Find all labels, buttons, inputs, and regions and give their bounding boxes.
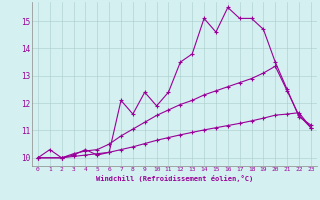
X-axis label: Windchill (Refroidissement éolien,°C): Windchill (Refroidissement éolien,°C) bbox=[96, 175, 253, 182]
